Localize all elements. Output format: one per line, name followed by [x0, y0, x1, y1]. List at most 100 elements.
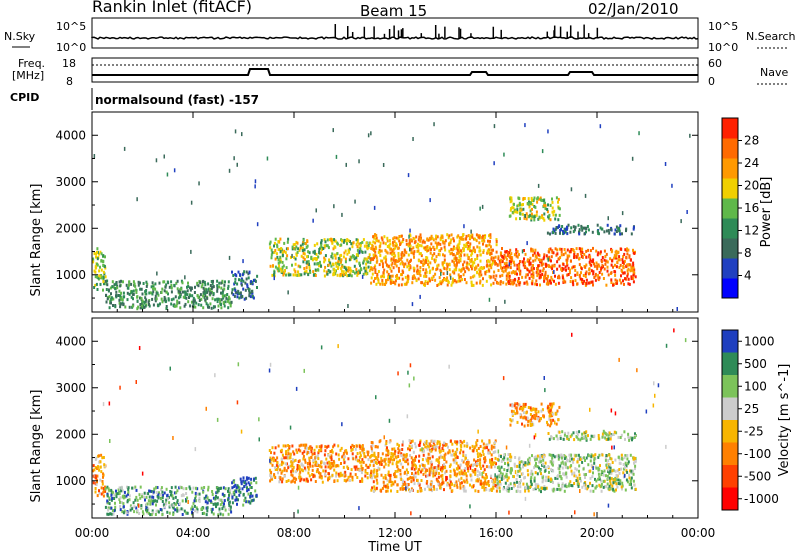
power-cell	[578, 232, 581, 236]
velocity-cell	[324, 469, 327, 473]
power-cell	[424, 246, 427, 250]
velocity-cell	[106, 485, 109, 489]
power-cell	[352, 241, 355, 245]
power-cell	[319, 260, 321, 264]
power-cell	[619, 263, 622, 267]
power-cell	[279, 267, 282, 271]
power-cell	[289, 273, 292, 277]
power-cell	[607, 273, 610, 277]
power-cell	[292, 273, 295, 277]
power-cell	[540, 263, 543, 267]
velocity-cell	[222, 504, 225, 508]
velocity-cell	[417, 481, 420, 485]
power-cell	[206, 296, 209, 300]
velocity-cell	[609, 469, 612, 473]
velocity-cell	[632, 479, 635, 483]
velocity-cell	[559, 475, 562, 479]
velocity-cell	[455, 450, 458, 454]
power-cell	[351, 245, 354, 249]
power-cell	[504, 265, 507, 269]
power-cell	[616, 281, 618, 285]
power-cell	[573, 265, 576, 269]
velocity-cell	[104, 505, 107, 509]
power-cell	[352, 270, 355, 273]
velocity-cell	[530, 416, 533, 420]
power-speckle	[508, 262, 511, 267]
velocity-cell	[476, 474, 479, 477]
power-cell	[615, 230, 618, 233]
velocity-cell	[117, 488, 120, 492]
velocity-cell	[238, 489, 241, 493]
power-cell	[274, 257, 277, 261]
velocity-cell	[356, 452, 359, 455]
power-cell	[240, 277, 243, 281]
velocity-cell	[561, 460, 564, 464]
power-speckle	[373, 205, 376, 210]
power-cell	[190, 300, 193, 304]
power-cell	[589, 255, 592, 259]
power-cell	[302, 241, 305, 244]
velocity-cell	[349, 474, 352, 478]
power-cell	[193, 291, 196, 294]
velocity-cell	[160, 497, 163, 501]
power-cell	[279, 257, 282, 261]
velocity-cell	[411, 472, 413, 475]
power-cell	[407, 264, 410, 268]
velocity-cell	[437, 482, 440, 486]
velocity-cell	[296, 464, 299, 467]
power-cell	[271, 273, 274, 277]
velocity-cell	[442, 443, 445, 447]
power-cell	[120, 279, 122, 283]
velocity-cell	[276, 456, 279, 460]
velocity-cell	[114, 501, 116, 505]
velocity-cell	[605, 474, 607, 478]
power-cell	[476, 245, 479, 249]
power-cell	[131, 304, 134, 308]
velocity-cell	[254, 489, 257, 493]
velocity-cell	[518, 465, 521, 469]
power-cell	[609, 227, 612, 231]
power-cell	[450, 233, 453, 237]
power-cell	[511, 256, 514, 260]
power-speckle	[524, 123, 526, 128]
power-cell	[610, 271, 613, 275]
velocity-cell	[131, 486, 134, 490]
velocity-cell	[362, 460, 365, 464]
date-title: 02/Jan/2010	[588, 0, 679, 18]
velocity-cell	[537, 417, 539, 421]
power-cell	[628, 255, 631, 259]
velocity-cell	[229, 505, 232, 509]
power-cell	[119, 302, 122, 306]
power-cell	[396, 259, 399, 263]
velocity-cell	[569, 480, 572, 484]
power-cell	[608, 231, 611, 235]
power-speckle	[631, 156, 634, 161]
velocity-cell	[411, 460, 414, 464]
velocity-cell	[453, 484, 456, 488]
velocity-cell	[550, 405, 553, 409]
power-cell	[453, 239, 455, 243]
power-cell	[621, 232, 623, 236]
power-cell	[102, 275, 105, 279]
power-cell	[506, 251, 509, 255]
velocity-cell	[490, 453, 493, 457]
power-speckle	[291, 253, 293, 258]
power-cell	[435, 246, 438, 250]
velocity-cell	[185, 511, 188, 515]
power-cell	[369, 261, 372, 264]
power-cell	[208, 292, 211, 296]
power-cell	[510, 252, 513, 256]
power-cell	[345, 271, 347, 275]
velocity-cell	[483, 457, 485, 461]
power-cell	[367, 265, 370, 269]
velocity-cell	[335, 474, 338, 478]
power-cell	[563, 227, 566, 231]
power-speckle	[664, 162, 667, 166]
power-cell	[478, 241, 481, 245]
power-cell	[523, 249, 525, 252]
power-cell	[181, 290, 184, 294]
velocity-cell	[528, 458, 531, 462]
power-cell	[550, 281, 552, 285]
velocity-cell	[453, 472, 456, 475]
power-cell	[367, 244, 370, 247]
